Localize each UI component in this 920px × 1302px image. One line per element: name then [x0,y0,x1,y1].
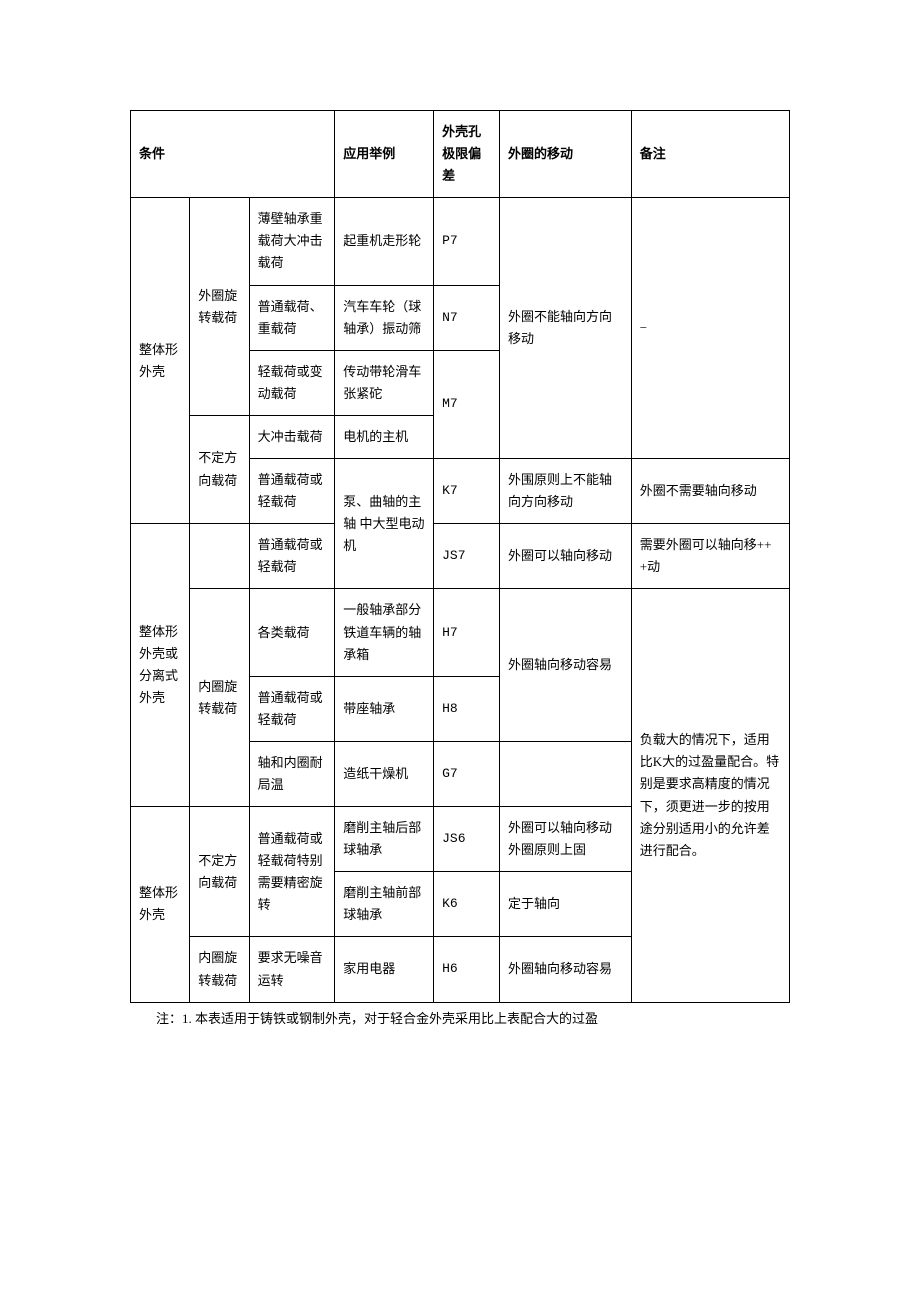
cell-dev: K7 [434,459,500,524]
table-row: 内圈旋转载荷 各类载荷 一般轴承部分铁道车辆的轴承箱 H7 外圈轴向移动容易 负… [131,589,790,676]
cell-note: 需要外圈可以轴向移+++动 [631,524,789,589]
footnote: 注：1. 本表适用于铸铁或钢制外壳，对于轻合金外壳采用比上表配合大的过盈 [130,1009,790,1030]
cell-move: 外圈轴向移动容易 [499,937,631,1002]
bearing-fit-table: 条件 应用举例 外壳孔极限偏差 外圈的移动 备注 整体形外壳 外圈旋转载荷 薄壁… [130,110,790,1003]
cell-load: 普通载荷或轻载荷 [249,676,335,741]
cell-move: 定于轴向 [499,872,631,937]
cell-dev: H7 [434,589,500,676]
cell-note: 负载大的情况下，适用比K大的过盈量配合。特别是要求高精度的情况下，须更进一步的按… [631,589,789,1002]
cell-note: − [631,198,789,459]
cell-dev: JS7 [434,524,500,589]
cell-load: 轻载荷或变动载荷 [249,350,335,415]
cell-load: 要求无噪音运转 [249,937,335,1002]
col-deviation: 外壳孔极限偏差 [434,111,500,198]
cell-load: 轴和内圈耐局温 [249,741,335,806]
cell-move: 外圈轴向移动容易 [499,589,631,741]
cell-load: 普通载荷、重载荷 [249,285,335,350]
cell-shell: 整体形外壳 [131,198,190,524]
cell-app: 起重机走形轮 [335,198,434,285]
cell-category: 不定方向载荷 [190,415,249,523]
cell-app: 传动带轮滑车张紧砣 [335,350,434,415]
cell-dev: G7 [434,741,500,806]
cell-move-cont [499,741,631,806]
cell-dev: H8 [434,676,500,741]
cell-shell: 整体形外壳 [131,807,190,1003]
cell-app: 泵、曲轴的主轴 中大型电动机 [335,459,434,589]
cell-shell: 整体形外壳或分离式外壳 [131,524,190,807]
cell-load: 普通载荷或轻载荷特别需要精密旋转 [249,807,335,937]
cell-move: 外圈可以轴向移动 [499,524,631,589]
cell-category: 不定方向载荷 [190,807,249,937]
cell-load: 薄壁轴承重载荷大冲击载荷 [249,198,335,285]
cell-load: 普通载荷或轻载荷 [249,524,335,589]
cell-dev: H6 [434,937,500,1002]
cell-app: 造纸干燥机 [335,741,434,806]
cell-load: 普通载荷或轻载荷 [249,459,335,524]
cell-dev: P7 [434,198,500,285]
col-movement: 外圈的移动 [499,111,631,198]
cell-load: 大冲击载荷 [249,415,335,458]
cell-dev: JS6 [434,807,500,872]
table-row: 整体形外壳或分离式外壳 普通载荷或轻载荷 JS7 外圈可以轴向移动 需要外圈可以… [131,524,790,589]
cell-move: 外围原则上不能轴向方向移动 [499,459,631,524]
cell-dev: K6 [434,872,500,937]
cell-app: 电机的主机 [335,415,434,458]
cell-app: 家用电器 [335,937,434,1002]
table-header-row: 条件 应用举例 外壳孔极限偏差 外圈的移动 备注 [131,111,790,198]
cell-category: 内圈旋转载荷 [190,937,249,1002]
cell-app: 带座轴承 [335,676,434,741]
cell-category: 外圈旋转载荷 [190,198,249,416]
col-condition: 条件 [131,111,335,198]
cell-dev: N7 [434,285,500,350]
col-remark: 备注 [631,111,789,198]
cell-move: 外圈不能轴向方向移动 [499,198,631,459]
cell-dev: M7 [434,350,500,458]
cell-app: 汽车车轮（球轴承）振动筛 [335,285,434,350]
cell-move: 外圈可以轴向移动外圈原则上固 [499,807,631,872]
cell-category-cont [190,524,249,589]
table-row: 整体形外壳 外圈旋转载荷 薄壁轴承重载荷大冲击载荷 起重机走形轮 P7 外圈不能… [131,198,790,285]
cell-category: 内圈旋转载荷 [190,589,249,807]
cell-app: 磨削主轴后部球轴承 [335,807,434,872]
cell-note: 外圈不需要轴向移动 [631,459,789,524]
cell-load: 各类载荷 [249,589,335,676]
cell-app: 一般轴承部分铁道车辆的轴承箱 [335,589,434,676]
col-application: 应用举例 [335,111,434,198]
cell-app: 磨削主轴前部球轴承 [335,872,434,937]
